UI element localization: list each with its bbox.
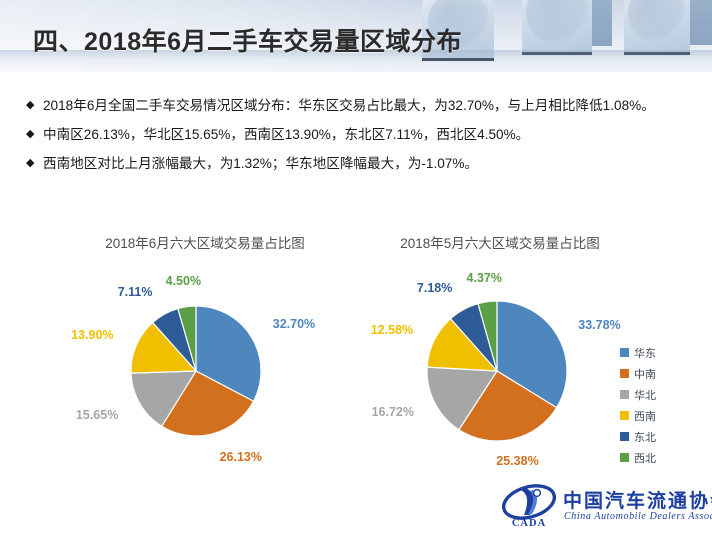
pie-slice[interactable] [477,300,498,372]
legend-item[interactable]: 西北 [620,447,656,468]
chart-legend-may: 华东中南华北西南东北西北 [620,342,656,468]
cada-logo: CADA 中国汽车流通协会 China Automobile Dealers A… [500,482,712,532]
legend-swatch-icon [620,411,629,420]
pie-slice[interactable] [177,305,197,372]
pie-chart-june[interactable]: 32.70% 26.13% 15.65% 13.90% 7.11% 4.50% [55,256,355,476]
pie-data-label: 15.65% [75,407,119,422]
pie-slice[interactable] [195,305,262,403]
chart-may: 2018年5月六大区域交易量占比图 33.78% 25.38% 16.72% 12.5… [365,232,705,480]
legend-swatch-icon [620,432,629,441]
diamond-bullet-icon: ◆ [26,128,35,140]
svg-text:CADA: CADA [512,518,546,528]
legend-item[interactable]: 华北 [620,384,656,405]
pie-data-label: 7.11% [117,284,153,299]
pie-data-label: 32.70% [272,316,316,331]
header-floor-shadow [0,50,712,72]
chart-title-may: 2018年5月六大区域交易量占比图 [400,236,600,251]
legend-item[interactable]: 东北 [620,426,656,447]
header-cube-graphic [412,0,712,72]
logo-chinese-name: 中国汽车流通协会 [563,491,712,512]
pie-slice[interactable] [426,366,499,431]
diamond-bullet-icon: ◆ [26,157,35,169]
pie-slice[interactable] [130,321,198,374]
legend-swatch-icon [620,390,629,399]
pie-data-label: 33.78% [578,317,621,332]
bullet-list: ◆ 2018年6月全国二手车交易情况区域分布：华东区交易占比最大，为32.70%… [26,93,686,180]
bullet-text: 中南区26.13%，华北区15.65%，西南区13.90%，东北区7.11%，西… [43,127,530,142]
legend-label: 西北 [634,452,656,465]
legend-swatch-icon [620,348,629,357]
bullet-item: ◆ 中南区26.13%，华北区15.65%，西南区13.90%，东北区7.11%… [26,122,686,147]
legend-label: 中南 [634,368,656,381]
pie-svg [426,300,568,442]
pie-slice[interactable] [496,300,568,409]
pie-data-label: 25.38% [496,453,539,468]
legend-item[interactable]: 西南 [620,405,656,426]
slide-header: 四、2018年6月二手车交易量区域分布 [0,0,712,72]
pie-data-label: 13.90% [71,327,114,342]
pie-slice[interactable] [130,370,198,428]
pie-slice[interactable] [160,370,255,437]
logo-english-name: China Automobile Dealers Association [564,511,712,522]
legend-item[interactable]: 中南 [620,363,656,384]
legend-swatch-icon [620,453,629,462]
page-title: 四、2018年6月二手车交易量区域分布 [33,28,463,56]
cada-emblem-icon: CADA [500,484,558,529]
bullet-item: ◆ 2018年6月全国二手车交易情况区域分布：华东区交易占比最大，为32.70%… [26,93,686,118]
pie-data-label: 12.58% [370,322,414,337]
pie-data-label: 26.13% [219,449,262,464]
bullet-item: ◆ 西南地区对比上月涨幅最大，为1.32%；华东地区降幅最大，为-1.07%。 [26,151,686,176]
chart-title-june: 2018年6月六大区域交易量占比图 [105,236,305,251]
bullet-text: 2018年6月全国二手车交易情况区域分布：华东区交易占比最大，为32.70%，与… [43,98,655,113]
bullet-text: 西南地区对比上月涨幅最大，为1.32%；华东地区降幅最大，为-1.07%。 [43,156,479,171]
pie-slice[interactable] [458,370,558,442]
diamond-bullet-icon: ◆ [26,99,35,111]
pie-data-label: 16.72% [371,405,414,420]
legend-label: 华北 [634,389,656,402]
pie-data-label: 4.50% [165,274,202,289]
pie-svg [130,305,262,437]
legend-label: 华东 [634,347,656,360]
legend-swatch-icon [620,369,629,378]
legend-item[interactable]: 华东 [620,342,656,363]
pie-data-label: 7.18% [416,281,453,296]
chart-june: 2018年6月六大区域交易量占比图 32.70% 26.13% 15.65% 13.9… [55,232,355,480]
pie-data-label: 4.37% [466,270,502,285]
pie-chart-may[interactable]: 33.78% 25.38% 16.72% 12.58% 7.18% 4.37% [365,256,635,476]
legend-label: 西南 [634,410,656,423]
legend-label: 东北 [634,431,656,444]
